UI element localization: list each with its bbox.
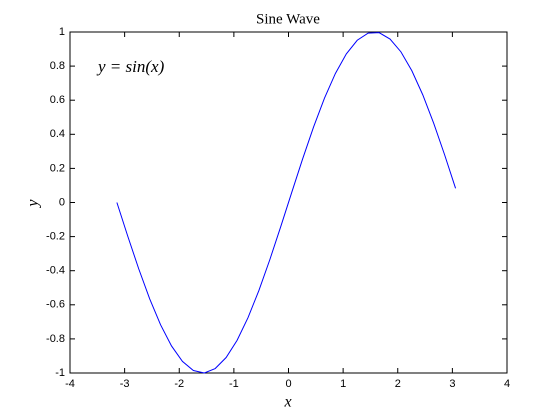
x-tick-label: 3 [449,378,455,390]
y-tick-label: -0.4 [46,265,65,277]
x-tick-label: -1 [229,378,239,390]
x-tick-label: 1 [340,378,346,390]
y-tick-label: 0.6 [50,94,65,106]
chart-title: Sine Wave [256,11,320,27]
x-tick-label: -4 [65,378,75,390]
y-tick-label: -1 [55,367,65,379]
y-axis-label: y [25,199,42,209]
y-tick-label: 1 [59,26,65,38]
y-tick-label: 0 [59,196,65,208]
x-tick-label: 4 [504,378,510,390]
x-tick-label: 2 [395,378,401,390]
y-tick-label: -0.8 [46,333,65,345]
y-tick-label: 0.2 [50,162,65,174]
annotation: y = sin(x) [96,57,165,76]
x-tick-label: 0 [285,378,291,390]
data-line [116,32,457,374]
y-tick-label: -0.2 [46,231,65,243]
x-tick-label: -3 [120,378,130,390]
y-tick-label: 0.4 [50,128,65,140]
x-axis-label: x [283,394,291,411]
x-tick-label: -2 [174,378,184,390]
y-tick-label: 0.8 [50,60,65,72]
y-tick-label: -0.6 [46,299,65,311]
